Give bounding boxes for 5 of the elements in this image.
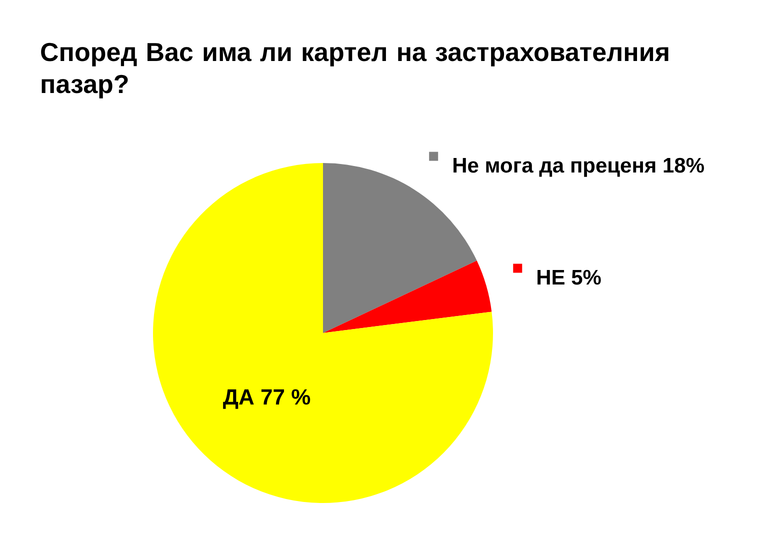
legend-label: НЕ 5% bbox=[536, 266, 602, 290]
chart-title: Според Вас има ли картел на застрахователния пазар? bbox=[40, 36, 670, 100]
slice-label: ДА 77 % bbox=[222, 384, 311, 410]
legend-label: Не мога да преценя 18% bbox=[452, 154, 705, 178]
pie-slice bbox=[323, 260, 492, 333]
